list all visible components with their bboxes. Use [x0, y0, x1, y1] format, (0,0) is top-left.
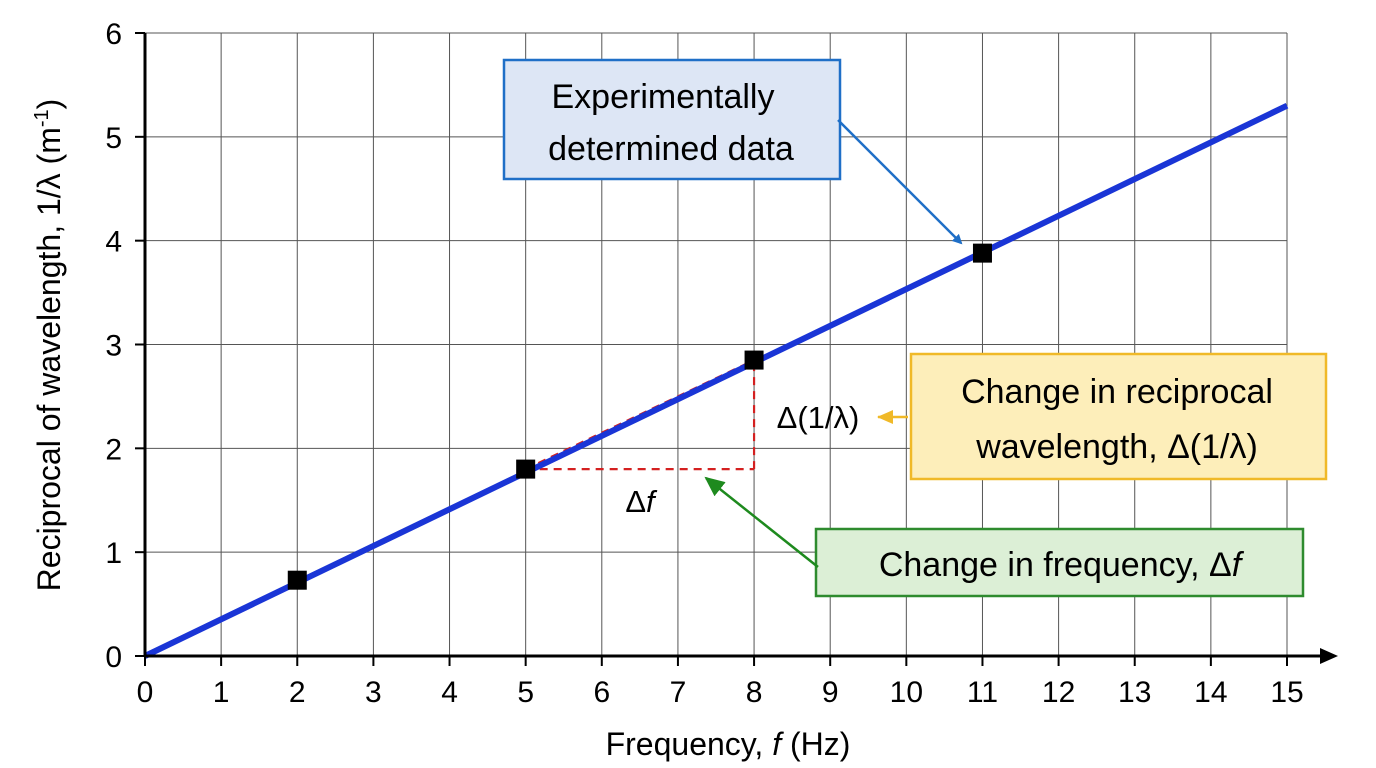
x-tick-label: 7 [670, 676, 687, 709]
annotation-data-line-1: Experimentally [552, 78, 775, 116]
axes [135, 32, 1338, 666]
data-point [516, 459, 536, 479]
y-tick-label: 2 [105, 433, 122, 466]
x-tick-label: 2 [289, 676, 306, 709]
x-tick-label: 14 [1194, 676, 1227, 709]
y-tick-label: 1 [105, 537, 122, 570]
annotation-frequency-box: Change in frequency, Δf [814, 527, 1305, 598]
x-axis-title: Frequency, f (Hz) [606, 726, 851, 762]
annotation-frequency-arrow [704, 476, 819, 568]
x-tick-label: 3 [365, 676, 382, 709]
data-points [287, 243, 992, 590]
x-tick-label: 6 [593, 676, 610, 709]
y-tick-label: 4 [105, 226, 122, 259]
data-point [972, 243, 992, 263]
y-tick-label: 6 [105, 18, 122, 51]
x-tick-label: 4 [441, 676, 458, 709]
annotation-data-arrow [837, 119, 963, 245]
x-tick-label: 10 [890, 676, 923, 709]
annotation-reciprocal-line-1: Change in reciprocal [961, 373, 1273, 411]
y-axis-title: Reciprocal of wavelength, 1/λ (m-1) [31, 99, 67, 592]
x-tick-label: 13 [1118, 676, 1151, 709]
x-tick-label: 0 [137, 676, 154, 709]
annotation-reciprocal-box: Change in reciprocal wavelength, Δ(1/λ) [909, 352, 1328, 481]
annotation-frequency-text: Change in frequency, Δf [879, 546, 1245, 584]
annotation-data-box: Experimentally determined data [502, 58, 842, 181]
data-point [744, 350, 764, 370]
delta-f-label: Δf [625, 484, 658, 519]
annotation-reciprocal-line-2: wavelength, Δ(1/λ) [975, 428, 1258, 466]
annotation-data-line-2: determined data [548, 130, 794, 168]
y-tick-label: 3 [105, 330, 122, 363]
best-fit-line [143, 102, 1289, 659]
best-fit-line-series [143, 102, 1289, 659]
delta-reciprocal-label: Δ(1/λ) [777, 400, 860, 435]
x-tick-label: 15 [1270, 676, 1303, 709]
x-tick-label: 11 [967, 676, 998, 709]
x-tick-label: 9 [822, 676, 839, 709]
y-tick-label: 0 [105, 641, 122, 674]
x-tick-label: 5 [517, 676, 534, 709]
y-tick-label: 5 [105, 122, 122, 155]
x-tick-label: 8 [746, 676, 763, 709]
data-point [287, 570, 307, 590]
x-tick-label: 12 [1042, 676, 1075, 709]
x-tick-label: 1 [213, 676, 230, 709]
